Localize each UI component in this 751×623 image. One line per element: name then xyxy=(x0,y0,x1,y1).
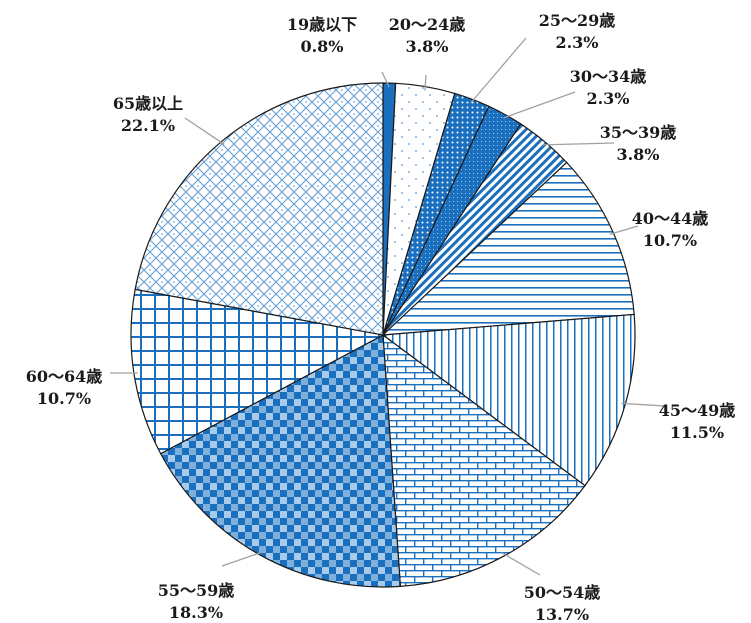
slice-label-6: 40～44歳 10.7% xyxy=(632,209,709,250)
slice-label-1: 19歳以下 0.8% xyxy=(287,15,357,56)
slice-label-2: 20～24歳 3.8% xyxy=(389,15,466,56)
slice-value-label: 2.3% xyxy=(586,89,629,108)
slice-category-label: 65歳以上 xyxy=(113,94,183,113)
pie-slice-8 xyxy=(382,333,586,588)
slice-value-label: 13.7% xyxy=(535,605,589,623)
slice-label-5: 35～39歳 3.8% xyxy=(600,123,677,164)
slice-value-label: 0.8% xyxy=(300,37,343,56)
slice-category-label: 50～54歳 xyxy=(524,583,601,602)
slice-value-label: 3.8% xyxy=(616,145,659,164)
slice-label-11: 65歳以上 22.1% xyxy=(113,94,183,135)
slice-label-10: 60～64歳 10.7% xyxy=(26,367,103,408)
pie-slice-9 xyxy=(159,334,402,588)
slice-label-7: 45～49歳 11.5% xyxy=(659,401,736,442)
leader-line-5 xyxy=(542,142,615,146)
pie-slice-11 xyxy=(134,82,384,336)
slice-label-4: 30～34歳 2.3% xyxy=(570,67,647,108)
slice-value-label: 22.1% xyxy=(121,116,175,135)
leader-line-11 xyxy=(184,117,225,145)
leader-line-4 xyxy=(502,91,576,119)
slice-value-label: 3.8% xyxy=(405,37,448,56)
slice-label-8: 50～54歳 13.7% xyxy=(524,583,601,623)
slice-category-label: 20～24歳 xyxy=(389,15,466,34)
slice-value-label: 18.3% xyxy=(169,603,223,622)
leader-line-9 xyxy=(221,551,264,567)
slice-category-label: 55～59歳 xyxy=(158,581,235,600)
slice-category-label: 25～29歳 xyxy=(539,11,616,30)
slice-value-label: 2.3% xyxy=(555,33,598,52)
leader-line-6 xyxy=(609,225,639,236)
slice-label-9: 55～59歳 18.3% xyxy=(158,581,235,622)
leader-line-1 xyxy=(381,71,390,88)
slice-value-label: 10.7% xyxy=(643,231,697,250)
slice-category-label: 30～34歳 xyxy=(570,67,647,86)
leader-line-2 xyxy=(424,74,427,91)
slice-category-label: 60～64歳 xyxy=(26,367,103,386)
slice-category-label: 45～49歳 xyxy=(659,401,736,420)
slice-category-label: 35～39歳 xyxy=(600,123,677,142)
pie-slice-7 xyxy=(381,313,636,487)
slice-category-label: 40～44歳 xyxy=(632,209,709,228)
slice-value-label: 10.7% xyxy=(37,389,91,408)
slice-label-3: 25～29歳 2.3% xyxy=(539,11,616,52)
slice-value-label: 11.5% xyxy=(670,423,724,442)
leader-line-3 xyxy=(470,37,527,104)
leader-line-8 xyxy=(501,552,541,576)
slice-category-label: 19歳以下 xyxy=(287,15,357,34)
leader-line-7 xyxy=(621,402,666,407)
